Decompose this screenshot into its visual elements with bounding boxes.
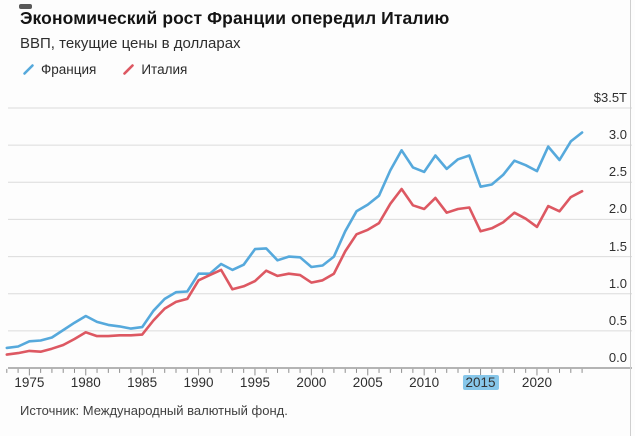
legend-label-france: Франция — [41, 62, 97, 77]
legend-label-italy: Италия — [141, 62, 188, 77]
chart-legend: Франция Италия — [22, 62, 187, 77]
page-right-border — [630, 0, 631, 436]
top-left-crop-artifact — [19, 4, 32, 9]
source-note: Источник: Международный валютный фонд. — [20, 403, 288, 418]
france-line — [5, 131, 584, 350]
chart-subtitle: ВВП, текущие цены в долларах — [20, 35, 241, 52]
italy-line — [5, 187, 584, 356]
france-slash-icon — [23, 64, 34, 75]
chart-title: Экономический рост Франции опередил Итал… — [20, 8, 450, 28]
legend-item-france: Франция — [22, 62, 96, 77]
legend-item-italy: Италия — [122, 62, 187, 77]
italy-slash-icon — [123, 64, 135, 75]
